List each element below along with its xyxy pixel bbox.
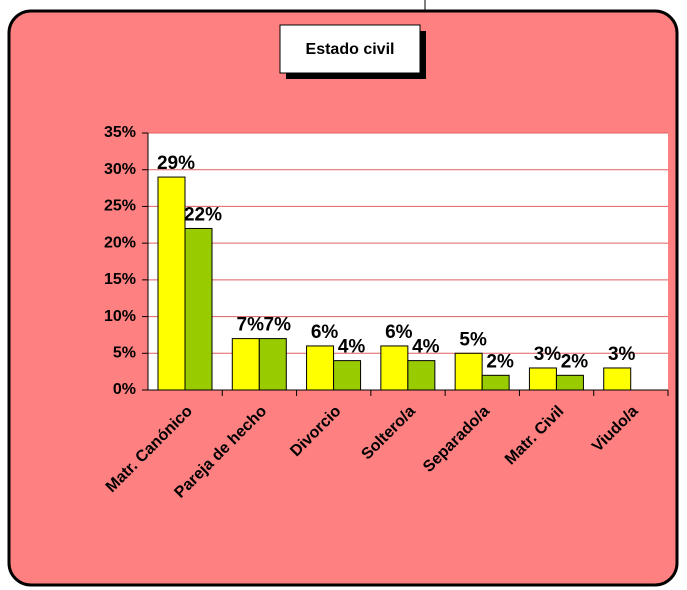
- bar: [528, 367, 557, 391]
- value-label: 22%: [184, 204, 222, 225]
- y-tick-label: 25%: [104, 198, 136, 215]
- bar: [555, 374, 584, 391]
- bar: [481, 374, 510, 391]
- y-tick-label: 30%: [104, 161, 136, 178]
- bar: [603, 367, 632, 391]
- bar: [184, 227, 213, 391]
- value-label: 3%: [534, 344, 562, 365]
- value-label: 5%: [459, 329, 487, 350]
- value-label: 2%: [561, 351, 589, 372]
- value-label: 7%: [264, 315, 292, 336]
- bar: [333, 360, 362, 391]
- bar: [157, 176, 186, 391]
- chart-title: Estado civil: [306, 41, 395, 58]
- bar: [231, 338, 260, 391]
- value-label: 4%: [338, 337, 366, 358]
- title-box: [279, 24, 421, 74]
- value-label: 29%: [157, 153, 195, 174]
- bar: [454, 352, 483, 391]
- value-label: 4%: [412, 337, 440, 358]
- value-label: 6%: [385, 322, 413, 343]
- value-label: 3%: [608, 344, 636, 365]
- y-tick-label: 20%: [104, 234, 136, 251]
- y-tick-label: 35%: [104, 124, 136, 141]
- value-label: 2%: [486, 351, 514, 372]
- bar: [407, 360, 436, 391]
- value-label: 7%: [237, 315, 265, 336]
- y-tick-label: 0%: [113, 381, 136, 398]
- y-tick-label: 5%: [113, 345, 136, 362]
- bar: [306, 345, 335, 391]
- y-tick-label: 15%: [104, 271, 136, 288]
- bar: [380, 345, 409, 391]
- bar: [258, 338, 287, 391]
- value-label: 6%: [311, 322, 339, 343]
- y-tick-label: 10%: [104, 308, 136, 325]
